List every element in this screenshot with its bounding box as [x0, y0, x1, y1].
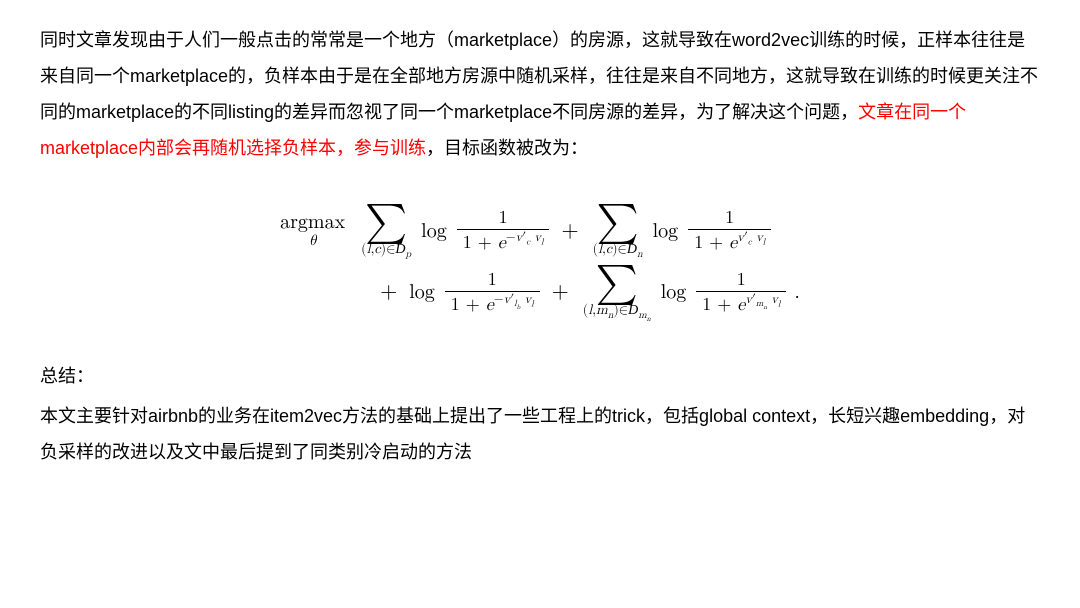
plus-1: +	[561, 218, 578, 244]
equation-block: argmax θ ∑ (l,c)∈Dp log 1 1 + e−v′c vl +…	[40, 200, 1040, 324]
frac-2-num: 1	[688, 209, 771, 230]
summary-label: 总结：	[40, 358, 1040, 394]
log-2: log	[653, 219, 679, 243]
plus-2: +	[380, 279, 397, 305]
sum-Dmn: ∑ (l,mn)∈Dmn	[583, 265, 651, 320]
frac-2-den: 1 + ev′c vl	[688, 230, 771, 252]
frac-2: 1 1 + ev′c vl	[688, 209, 771, 252]
summary-body: 本文主要针对airbnb的业务在item2vec方法的基础上提出了一些工程上的t…	[40, 398, 1040, 470]
argmax-text: argmax	[280, 211, 345, 233]
equation-period: .	[794, 280, 800, 304]
frac-1-num: 1	[457, 209, 550, 230]
paragraph-intro: 同时文章发现由于人们一般点击的常常是一个地方（marketplace）的房源，这…	[40, 22, 1040, 166]
log-1: log	[421, 219, 447, 243]
frac-4-den: 1 + ev′mn vl	[696, 292, 786, 314]
document-page: 同时文章发现由于人们一般点击的常常是一个地方（marketplace）的房源，这…	[0, 0, 1080, 504]
plus-3: +	[552, 279, 569, 305]
sum-Dn-sub: (l,c)∈Dn	[593, 242, 643, 257]
equation-row-1: argmax θ ∑ (l,c)∈Dp log 1 1 + e−v′c vl +…	[280, 204, 775, 257]
sigma-symbol: ∑	[596, 204, 638, 240]
intro-part-b: ，目标函数被改为：	[426, 138, 588, 158]
frac-1: 1 1 + e−v′c vl	[457, 209, 550, 252]
frac-1-den: 1 + e−v′c vl	[457, 230, 550, 252]
sum-Dp-sub: (l,c)∈Dp	[361, 242, 411, 257]
sigma-symbol: ∑	[365, 204, 407, 240]
argmax-operator: argmax θ	[280, 211, 345, 250]
frac-3-num: 1	[445, 271, 540, 292]
sum-Dmn-sub: (l,mn)∈Dmn	[583, 303, 651, 320]
frac-3-den: 1 + e−v′lb vl	[445, 292, 540, 314]
argmax-theta: θ	[309, 233, 316, 250]
sigma-symbol: ∑	[596, 265, 638, 301]
equation-row-2: + log 1 1 + e−v′lb vl + ∑ (l,mn)∈Dmn log…	[372, 265, 800, 320]
frac-3: 1 1 + e−v′lb vl	[445, 271, 540, 314]
frac-4-num: 1	[696, 271, 786, 292]
sum-Dp: ∑ (l,c)∈Dp	[361, 204, 411, 257]
log-4: log	[661, 280, 687, 304]
sum-Dn: ∑ (l,c)∈Dn	[593, 204, 643, 257]
objective-function-equation: argmax θ ∑ (l,c)∈Dp log 1 1 + e−v′c vl +…	[280, 200, 800, 324]
frac-4: 1 1 + ev′mn vl	[696, 271, 786, 314]
log-3: log	[409, 280, 435, 304]
